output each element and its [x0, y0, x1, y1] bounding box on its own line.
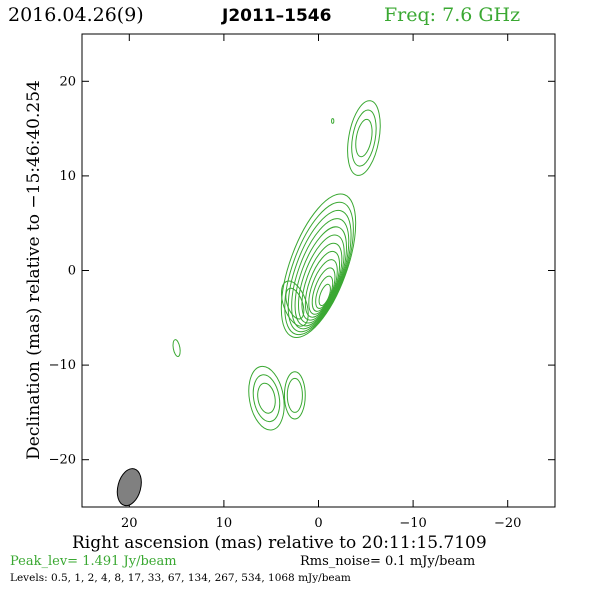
contour-ring — [315, 275, 334, 309]
contour-ring — [285, 287, 305, 320]
beam-layer — [116, 468, 142, 507]
contour-ring — [304, 250, 341, 318]
contour-ring — [355, 118, 373, 158]
x-tick-label: −10 — [399, 516, 426, 531]
y-tick-label: 10 — [59, 169, 76, 184]
contour-ring — [257, 382, 276, 414]
contour-ring — [351, 109, 377, 167]
y-axis-label: Declination (mas) relative to −15:46:40.… — [24, 80, 44, 460]
contour-ring — [308, 259, 338, 315]
x-axis-label: Right ascension (mas) relative to 20:11:… — [72, 533, 487, 553]
contour-ring — [280, 280, 309, 327]
contour-ring — [347, 100, 381, 176]
contour-ring — [286, 377, 303, 413]
contour-layer — [172, 100, 381, 431]
contour-ring — [248, 365, 285, 431]
axis-ticks: 20 10 0 −10 −20 20 10 0 −10 −20 — [49, 34, 555, 531]
y-tick-label: 20 — [59, 74, 76, 89]
contour-ring — [252, 374, 281, 423]
observation-date: 2016.04.26(9) — [8, 4, 144, 26]
y-tick-label: 0 — [68, 264, 76, 279]
frequency-label: Freq: 7.6 GHz — [384, 4, 521, 26]
contour-levels: Levels: 0.5, 1, 2, 4, 8, 17, 33, 67, 134… — [10, 572, 351, 584]
contour-ring — [318, 283, 331, 307]
contour-ring — [311, 267, 336, 312]
y-tick-label: −20 — [49, 453, 76, 468]
contour-ring — [291, 218, 350, 330]
rms-noise: Rms_noise= 0.1 mJy/beam — [300, 554, 476, 569]
contour-ring — [172, 339, 181, 357]
x-tick-label: 0 — [314, 516, 322, 531]
contour-ring — [297, 234, 345, 324]
x-tick-label: −20 — [494, 516, 521, 531]
contour-ring — [287, 209, 352, 333]
y-tick-label: −10 — [49, 358, 76, 373]
source-name: J2011–1546 — [222, 6, 332, 26]
contour-ring — [331, 118, 335, 124]
peak-level: Peak_lev= 1.491 Jy/beam — [10, 554, 177, 569]
x-tick-label: 20 — [121, 516, 138, 531]
x-tick-label: 10 — [216, 516, 233, 531]
contour-ring — [280, 193, 357, 339]
beam-ellipse — [116, 468, 142, 507]
contour-ring — [283, 371, 306, 420]
contour-ring — [284, 201, 354, 336]
